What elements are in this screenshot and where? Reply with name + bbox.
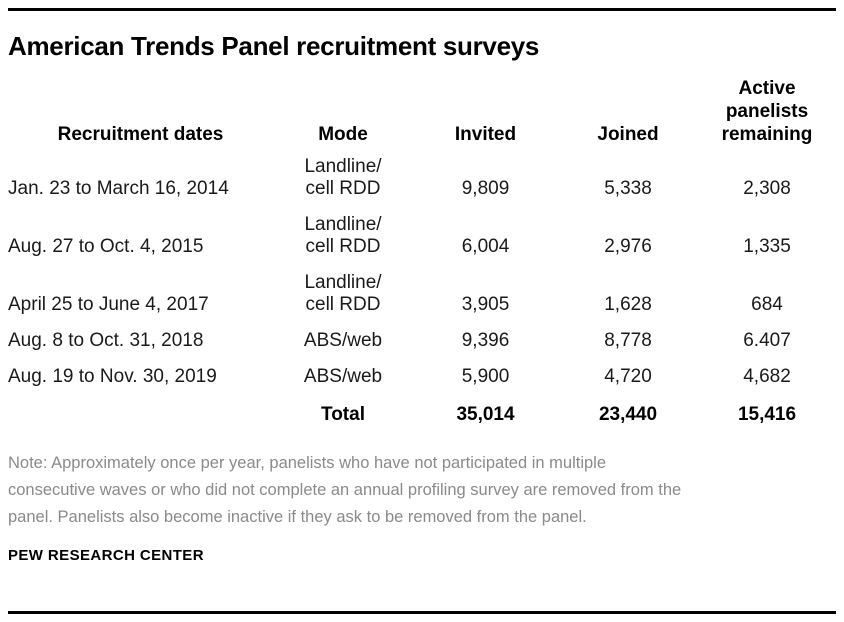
table-row-2019: Aug. 19 to Nov. 30, 2019 ABS/web 5,900 4…	[8, 366, 836, 388]
cell-active-remaining: 2,308	[743, 178, 791, 199]
cell-invited: 9,809	[461, 178, 510, 199]
note-line-1: Note: Approximately once per year, panel…	[8, 454, 607, 472]
table-row-2017: April 25 to June 4, 2017 Landline/ cell …	[8, 272, 836, 316]
cell-recruitment-dates: Jan. 23 to March 16, 2014	[8, 178, 229, 199]
cell-joined: 8,778	[604, 330, 652, 351]
total-joined: 23,440	[598, 404, 658, 425]
cell-mode-line-2: ABS/web	[303, 330, 383, 351]
cell-active-remaining: 4,682	[743, 366, 791, 387]
column-header-invited: Invited	[454, 124, 517, 145]
cell-active-remaining: 1,335	[743, 236, 791, 257]
cell-mode-line-1: Landline/	[304, 156, 382, 177]
table-row-2018: Aug. 8 to Oct. 31, 2018 ABS/web 9,396 8,…	[8, 330, 836, 352]
cell-mode-line-2: cell RDD	[305, 236, 381, 257]
note-line-3: panel. Panelists also become inactive if…	[8, 508, 587, 526]
cell-mode-line-2: ABS/web	[303, 366, 383, 387]
top-rule	[8, 8, 836, 11]
cell-invited: 3,905	[461, 294, 510, 315]
cell-mode-line-1: Landline/	[304, 214, 382, 235]
total-invited: 35,014	[456, 404, 515, 425]
source-label: PEW RESEARCH CENTER	[8, 547, 204, 564]
note-line-2: consecutive waves or who did not complet…	[8, 481, 682, 499]
table-header-row: Recruitment dates Mode Invited Joined Ac…	[8, 77, 836, 146]
cell-joined: 1,628	[604, 294, 652, 315]
cell-mode: ABS/web	[273, 330, 413, 352]
table-total-row: Total 35,014 23,440 15,416	[8, 404, 836, 426]
cell-active-remaining: 6.407	[743, 330, 791, 351]
cell-recruitment-dates: Aug. 8 to Oct. 31, 2018	[8, 330, 204, 351]
bottom-rule	[8, 611, 836, 614]
cell-mode: ABS/web	[273, 366, 413, 388]
total-label: Total	[321, 404, 365, 425]
cell-mode: Landline/ cell RDD	[273, 156, 413, 200]
cell-invited: 5,900	[461, 366, 510, 387]
figure-title: American Trends Panel recruitment survey…	[8, 31, 540, 61]
column-header-active-panelists-remaining: Active panelists remaining	[698, 77, 836, 146]
total-active-remaining: 15,416	[737, 404, 797, 425]
cell-mode-line-1: Landline/	[304, 272, 382, 293]
column-header-active-panelists-remaining-text: Active panelists remaining	[721, 78, 813, 145]
cell-mode-line-2: cell RDD	[305, 178, 381, 199]
cell-mode: Landline/ cell RDD	[273, 214, 413, 258]
cell-active-remaining: 684	[751, 294, 783, 315]
figure: American Trends Panel recruitment survey…	[0, 8, 844, 622]
table-row-2014: Jan. 23 to March 16, 2014 Landline/ cell…	[8, 156, 836, 200]
column-header-joined: Joined	[597, 124, 659, 145]
cell-joined: 2,976	[604, 236, 652, 257]
cell-joined: 4,720	[604, 366, 652, 387]
cell-mode-line-2: cell RDD	[305, 294, 381, 315]
cell-recruitment-dates: Aug. 19 to Nov. 30, 2019	[8, 366, 217, 387]
cell-recruitment-dates: Aug. 27 to Oct. 4, 2015	[8, 236, 204, 257]
note-text: Note: Approximately once per year, panel…	[8, 450, 836, 531]
column-header-recruitment-dates: Recruitment dates	[57, 124, 224, 145]
cell-invited: 9,396	[461, 330, 510, 351]
cell-joined: 5,338	[604, 178, 652, 199]
cell-invited: 6,004	[461, 236, 510, 257]
table-row-2015: Aug. 27 to Oct. 4, 2015 Landline/ cell R…	[8, 214, 836, 258]
cell-recruitment-dates: April 25 to June 4, 2017	[8, 294, 209, 315]
cell-mode: Landline/ cell RDD	[273, 272, 413, 316]
column-header-mode: Mode	[318, 124, 368, 145]
